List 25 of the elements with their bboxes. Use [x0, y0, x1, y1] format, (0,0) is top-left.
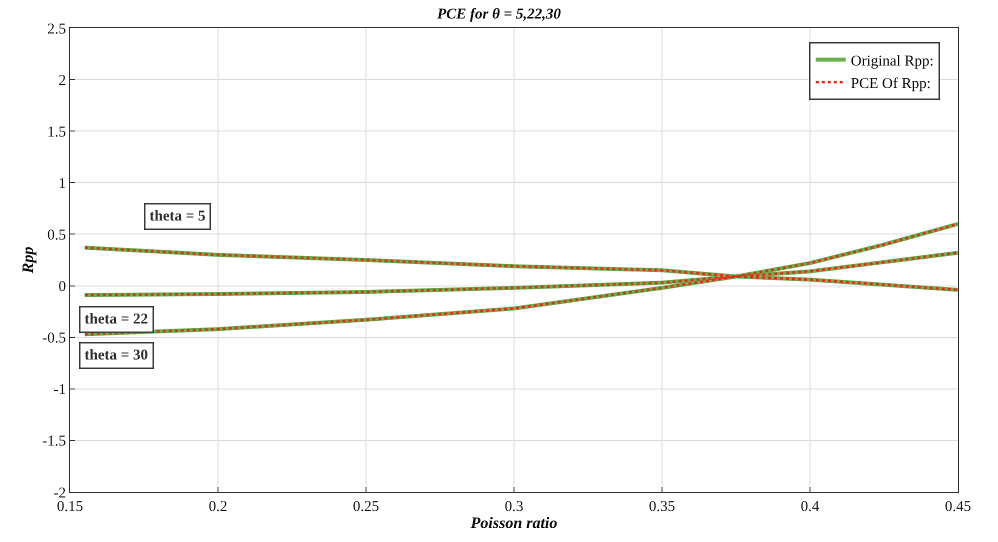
y-tick-label: -0.5 [42, 330, 66, 347]
x-tick-label: 0.4 [800, 499, 820, 515]
x-tick-label: 0.25 [352, 499, 380, 515]
x-tick-label: 0.35 [648, 499, 676, 515]
y-tick-label: 1.5 [47, 124, 66, 140]
annotation: theta = 22 [84, 312, 148, 328]
y-tick-label: 0.5 [47, 227, 66, 244]
y-tick-label: 2 [58, 72, 66, 89]
x-axis-title: Poisson ratio [470, 515, 558, 532]
annotation: theta = 5 [150, 208, 206, 224]
y-tick-label: -1 [54, 382, 66, 398]
x-tick-label: 0.2 [208, 499, 228, 515]
x-tick-label: 0.45 [944, 499, 972, 515]
legend-label: PCE Of Rpp: [850, 76, 931, 92]
y-tick-label: 1 [58, 176, 66, 192]
y-tick-label: 2.5 [47, 21, 66, 38]
y-tick-label: 0 [58, 279, 66, 296]
annotation: theta = 30 [84, 348, 148, 364]
y-tick-label: -1.5 [42, 434, 66, 450]
y-tick-label: -2 [54, 485, 66, 502]
legend-label: Original Rpp: [850, 54, 934, 70]
x-tick-label: 0.15 [56, 499, 84, 515]
y-axis-title: Rpp [20, 246, 38, 274]
chart-title: PCE for θ = 5,22,30 [437, 6, 562, 23]
x-tick-label: 0.3 [504, 499, 524, 515]
